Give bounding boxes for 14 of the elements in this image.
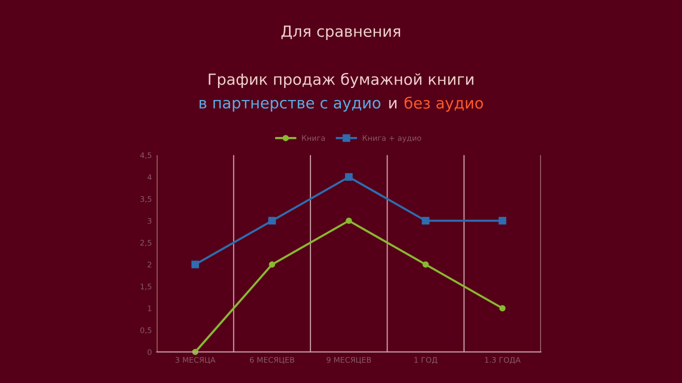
point [346, 218, 352, 224]
point [268, 216, 276, 225]
text: и [389, 100, 396, 108]
point [422, 216, 430, 225]
point [499, 305, 506, 312]
chart-subtitle: График продаж бумажной книги [208, 72, 474, 88]
point [498, 216, 506, 225]
point [345, 173, 353, 181]
text: без аудио [404, 96, 483, 112]
point [422, 261, 429, 268]
chart-title: Для сравнения [281, 26, 400, 40]
point [268, 261, 276, 268]
text: в партнерстве с аудио [200, 100, 380, 112]
point [191, 260, 200, 268]
